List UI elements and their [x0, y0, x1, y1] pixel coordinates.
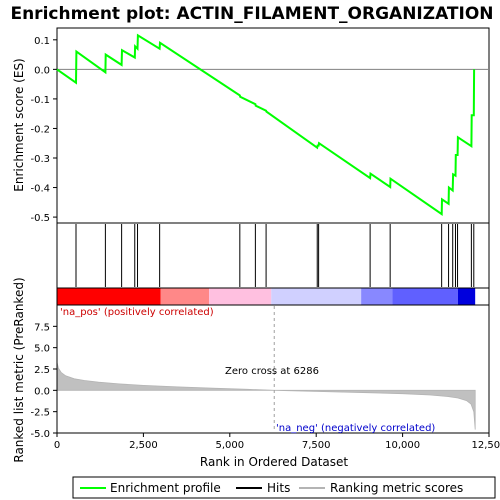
metric-y-tick-label: -5.0	[30, 429, 50, 440]
metric-y-axis-label: Ranked list metric (PreRanked)	[12, 277, 26, 462]
ranking-bar-segment	[209, 288, 272, 305]
es-y-axis-label: Enrichment score (ES)	[12, 58, 26, 191]
x-tick-label: 10,000	[385, 440, 420, 451]
es-y-tick-label: -0.4	[30, 184, 50, 195]
metric-y-tick-label: 5.0	[34, 344, 50, 355]
es-y-tick-label: -0.3	[30, 154, 50, 165]
negative-correlation-label: 'na_neg' (negatively correlated)	[276, 423, 435, 434]
legend-metric-label: Ranking metric scores	[330, 481, 463, 495]
legend: Enrichment profile Hits Ranking metric s…	[72, 476, 496, 499]
ranking-bar-segment	[361, 288, 393, 305]
legend-enrichment-label: Enrichment profile	[110, 481, 221, 495]
zero-cross-label: Zero cross at 6286	[225, 366, 319, 377]
ranking-bar-segment	[392, 288, 458, 305]
chart-title: Enrichment plot: ACTIN_FILAMENT_ORGANIZA…	[10, 4, 493, 24]
enrichment-profile-line	[56, 33, 476, 216]
metric-y-tick-label: 2.5	[34, 365, 50, 376]
x-tick-label: 5,000	[215, 440, 244, 451]
x-tick-label: 0	[54, 440, 60, 451]
x-tick-label: 2,500	[129, 440, 158, 451]
es-y-tick-label: 0.0	[34, 65, 50, 76]
es-y-tick-label: 0.1	[34, 36, 50, 47]
x-axis-label: Rank in Ordered Dataset	[200, 455, 348, 469]
metric-y-tick-label: -2.5	[30, 408, 50, 419]
es-y-ticks: 0.1 0.0 -0.1 -0.2 -0.3 -0.4 -0.5	[30, 36, 57, 224]
x-tick-label: 12,500	[472, 440, 500, 451]
hits-panel	[56, 222, 490, 289]
es-y-tick-label: -0.2	[30, 124, 50, 135]
es-panel: 0.1 0.0 -0.1 -0.2 -0.3 -0.4 -0.5 Enrichment sc…	[12, 27, 490, 224]
metric-y-tick-label: 0.0	[34, 386, 50, 397]
legend-frame	[72, 476, 496, 499]
metric-panel: 7.55.02.50.0-2.5-5.0 Zero cross at 6286 …	[12, 277, 490, 463]
x-axis: 0 2,500 5,000 7,500 10,000 12,500	[54, 433, 500, 451]
positive-correlation-label: 'na_pos' (positively correlated)	[60, 307, 214, 318]
x-tick-label: 7,500	[302, 440, 331, 451]
metric-y-tick-label: 7.5	[34, 322, 50, 333]
ranking-bar-segment	[457, 288, 476, 305]
ranking-bar-segment	[57, 288, 161, 305]
hit-marks	[75, 224, 475, 287]
es-y-tick-label: -0.1	[30, 95, 50, 106]
ranking-bar-segment	[271, 288, 362, 305]
legend-hits-label: Hits	[267, 481, 290, 495]
ranking-color-bar	[56, 287, 490, 306]
metric-y-ticks: 7.5 5.0 2.5 0.0 -2.5 -5.0	[30, 322, 57, 440]
ranking-bar-segment	[160, 288, 210, 305]
ranking-bar-segments	[57, 288, 476, 305]
es-y-tick-label: -0.5	[30, 213, 50, 224]
